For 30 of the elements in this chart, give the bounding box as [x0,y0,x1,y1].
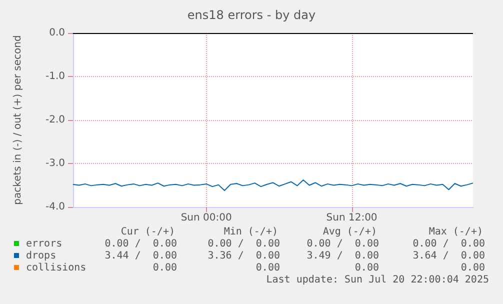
x-tick-label: Sun 12:00 [326,212,378,224]
text: Min (-/+) [224,226,278,238]
text: 0.00 / 0.00 [208,238,280,250]
text: Max (-/+) [428,226,483,238]
text: Avg (-/+) [322,226,377,238]
text: 0.00 [460,262,485,274]
text: 0.00 [256,262,280,274]
text: 3.36 / 0.00 [208,250,280,262]
text: 3.64 / 0.00 [412,250,485,262]
y-tick-label: -1.0 [45,71,65,82]
text: 3.44 / 0.00 [104,250,177,262]
text: Last update: Sun Jul 20 22:00:04 2025 [266,274,489,286]
legend-label: drops [26,250,56,262]
text: 3.49 / 0.00 [306,250,379,262]
text: 0.00 [354,262,379,274]
line-series [72,180,474,191]
text: 0.00 / 0.00 [412,238,485,250]
y-axis-title: packets in (-) / out (+) per second [12,35,24,205]
legend-label: errors [26,238,62,250]
text: 0.00 / 0.00 [306,238,379,250]
legend-label: collisions [26,262,86,274]
x-tick-label: Sun 00:00 [180,212,232,224]
y-tick-label: -4.0 [45,202,65,212]
y-tick-label: -2.0 [45,114,65,126]
text: 0.00 / 0.00 [104,238,177,250]
text: 0.00 [152,262,177,274]
chart-title: ens18 errors - by day [187,8,316,22]
y-tick-label: 0.0 [49,28,65,38]
y-tick-label: -3.0 [45,158,65,169]
text: Cur (-/+) [120,226,175,238]
